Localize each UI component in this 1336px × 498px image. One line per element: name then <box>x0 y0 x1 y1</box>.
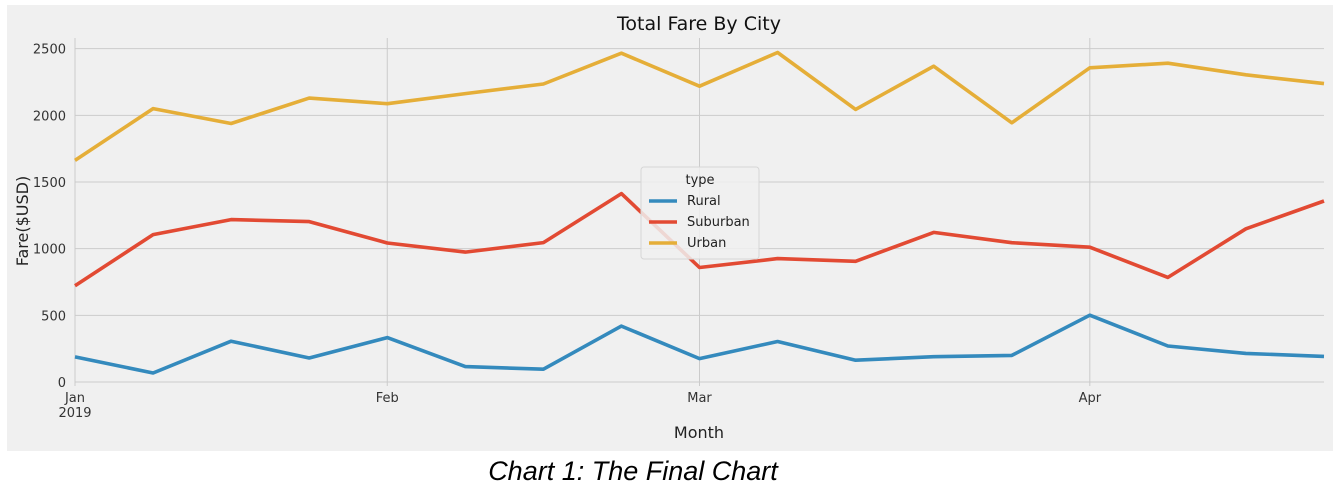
legend-label-urban: Urban <box>687 236 726 251</box>
x-tick-label: Apr <box>1079 391 1102 406</box>
chart-title: Total Fare By City <box>616 13 781 35</box>
y-tick-label: 1500 <box>33 176 66 191</box>
chart-figure: 0 500 1000 1500 2000 2500 Jan 2019 Feb Mar Apr Tot… <box>7 5 1333 451</box>
legend: type Rural Suburban Urban <box>640 166 760 260</box>
legend-box <box>640 166 760 260</box>
series-line-rural <box>74 313 1325 375</box>
y-tick-label: 500 <box>41 309 66 324</box>
series-line-suburban <box>74 191 1325 288</box>
y-tick-label: 1000 <box>33 243 66 258</box>
series-line-urban <box>74 50 1325 162</box>
y-tick-label: 2500 <box>33 43 66 58</box>
x-tick-label: Jan <box>64 391 85 406</box>
chart-caption: Chart 1: The Final Chart <box>488 456 778 486</box>
x-axis-label: Month <box>674 423 724 442</box>
y-tick-label: 2000 <box>33 109 66 124</box>
x-tick-label: Feb <box>376 391 399 406</box>
y-tick-label: 0 <box>58 376 66 391</box>
legend-label-rural: Rural <box>687 194 721 209</box>
x-tick-label: Mar <box>687 391 712 406</box>
y-axis-label: Fare($USD) <box>13 176 32 266</box>
x-tick-sublabel: 2019 <box>58 406 91 421</box>
legend-label-suburban: Suburban <box>687 215 750 230</box>
legend-title: type <box>685 173 714 188</box>
